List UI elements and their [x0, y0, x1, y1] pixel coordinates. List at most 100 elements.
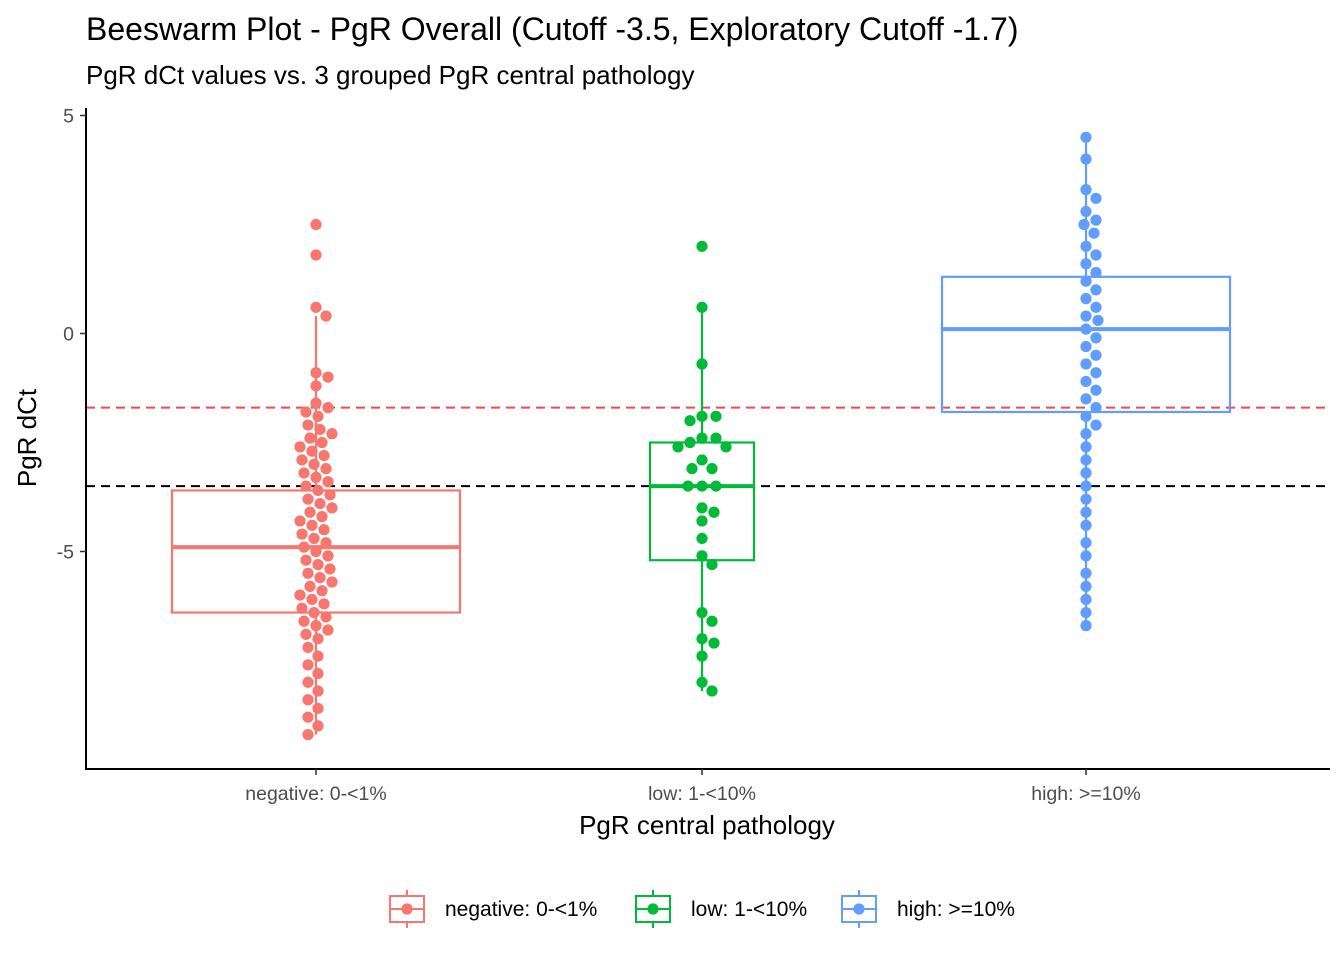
data-point — [298, 541, 310, 553]
data-point — [310, 301, 322, 313]
data-point — [304, 580, 316, 592]
legend-key-point — [647, 903, 659, 915]
data-point — [322, 476, 334, 488]
data-point — [696, 432, 708, 444]
data-point — [682, 480, 694, 492]
data-point — [310, 367, 322, 379]
data-point — [1088, 227, 1100, 239]
data-point — [302, 711, 314, 723]
data-point — [1080, 131, 1092, 143]
data-point — [304, 432, 316, 444]
data-point — [322, 624, 334, 636]
data-point — [696, 532, 708, 545]
data-point — [314, 497, 326, 510]
data-point — [312, 410, 324, 422]
data-point — [706, 685, 718, 697]
data-point — [324, 489, 336, 501]
data-point — [710, 410, 722, 422]
data-point — [302, 676, 314, 688]
data-point — [300, 480, 312, 492]
data-point — [696, 240, 708, 252]
data-point — [324, 563, 336, 575]
data-point — [312, 685, 324, 697]
legend-label: high: >=10% — [897, 898, 1015, 921]
data-point — [320, 611, 332, 623]
data-point — [316, 585, 328, 597]
data-point — [710, 432, 722, 444]
data-point — [1080, 493, 1092, 505]
legend-item-2: high: >=10% — [841, 890, 1015, 928]
data-point — [312, 650, 324, 662]
legend-label: negative: 0-<1% — [445, 898, 597, 921]
series-points-1 — [672, 240, 732, 697]
data-point — [322, 402, 334, 414]
legend-key-point — [401, 903, 413, 915]
data-point — [308, 532, 320, 545]
data-point — [310, 620, 322, 632]
data-point — [300, 406, 312, 418]
data-point — [308, 606, 320, 619]
data-point — [1090, 266, 1102, 279]
data-point — [708, 637, 720, 649]
data-point — [1080, 480, 1092, 492]
data-point — [1080, 340, 1092, 353]
data-point — [294, 515, 306, 527]
data-point — [1080, 550, 1092, 562]
data-point — [306, 593, 318, 606]
data-point — [1090, 419, 1102, 431]
data-point — [1080, 620, 1092, 632]
data-point — [296, 528, 308, 540]
data-point — [710, 480, 722, 492]
data-point — [314, 423, 326, 436]
data-point — [1090, 192, 1102, 204]
data-point — [684, 436, 696, 449]
data-point — [1090, 332, 1102, 344]
data-point — [1080, 258, 1092, 270]
data-point — [294, 441, 306, 453]
data-point — [310, 380, 322, 392]
data-point — [1090, 249, 1102, 261]
legend-label: low: 1-<10% — [691, 898, 807, 921]
data-point — [308, 458, 320, 470]
data-point — [310, 249, 322, 261]
data-point — [1078, 218, 1090, 231]
data-point — [1080, 293, 1092, 305]
data-point — [696, 480, 708, 492]
data-point — [1080, 323, 1092, 335]
data-point — [298, 467, 310, 479]
data-point — [318, 598, 330, 610]
data-point — [706, 615, 718, 627]
data-point — [708, 506, 720, 518]
data-point — [1080, 275, 1092, 287]
data-point — [326, 502, 338, 514]
data-point — [326, 576, 338, 588]
data-point — [696, 358, 708, 370]
data-point — [1090, 402, 1102, 414]
legend-key-point — [853, 903, 865, 915]
data-point — [300, 628, 312, 640]
data-point — [310, 545, 322, 558]
data-point — [294, 589, 306, 601]
chart-title: Beeswarm Plot - PgR Overall (Cutoff -3.5… — [86, 11, 1019, 47]
data-point — [696, 410, 708, 422]
data-point — [1080, 184, 1092, 196]
data-point — [1090, 284, 1102, 296]
data-point — [1090, 367, 1102, 379]
x-tick-label: negative: 0-<1% — [245, 783, 386, 805]
data-point — [304, 506, 316, 518]
data-point — [696, 676, 708, 688]
data-point — [1080, 393, 1092, 405]
data-point — [312, 484, 324, 497]
data-point — [706, 463, 718, 475]
data-point — [302, 493, 314, 505]
data-point — [696, 650, 708, 662]
data-point — [1080, 593, 1092, 606]
data-point — [1080, 506, 1092, 518]
y-axis-ticks: 5 0 -5 — [57, 106, 86, 564]
data-point — [314, 572, 326, 584]
data-point — [1080, 310, 1092, 322]
data-point — [696, 606, 708, 619]
data-point — [706, 558, 718, 571]
data-point — [1080, 467, 1092, 479]
data-point — [310, 397, 322, 409]
